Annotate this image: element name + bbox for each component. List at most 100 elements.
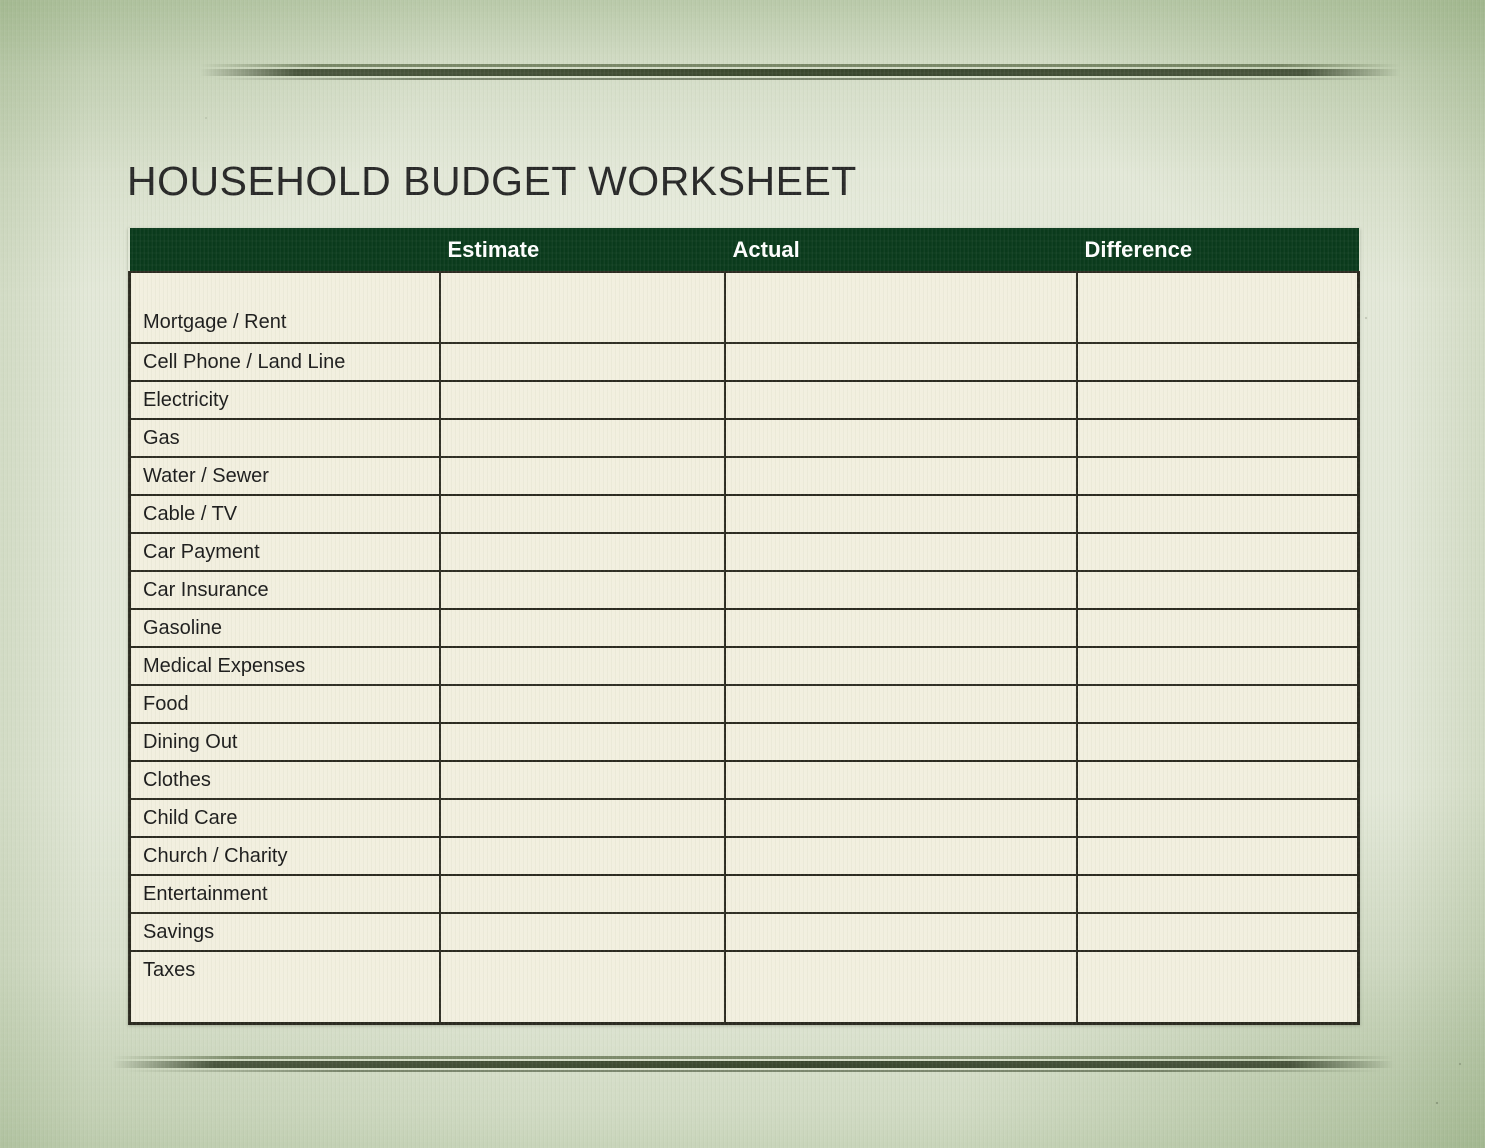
estimate-cell[interactable] — [438, 836, 726, 876]
estimate-cell[interactable] — [438, 570, 726, 610]
difference-cell[interactable] — [1075, 646, 1360, 686]
actual-cell[interactable] — [723, 570, 1078, 610]
difference-cell[interactable] — [1075, 950, 1360, 1025]
difference-cell[interactable] — [1075, 380, 1360, 420]
actual-cell[interactable] — [723, 760, 1078, 800]
table-row: Cell Phone / Land Line — [128, 342, 1360, 382]
table-row: Water / Sewer — [128, 456, 1360, 496]
estimate-cell[interactable] — [438, 342, 726, 382]
table-row: Food — [128, 684, 1360, 724]
top-divider-thin-line — [200, 64, 1400, 67]
top-divider-bottom-line — [200, 78, 1400, 80]
top-divider — [200, 64, 1400, 80]
estimate-cell[interactable] — [438, 494, 726, 534]
header-row: Estimate Actual Difference — [129, 228, 1359, 272]
actual-cell[interactable] — [723, 532, 1078, 572]
header-difference: Difference — [1076, 228, 1359, 272]
difference-cell[interactable] — [1075, 271, 1360, 344]
difference-cell[interactable] — [1075, 798, 1360, 838]
table-row: Clothes — [128, 760, 1360, 800]
expense-label: Electricity — [128, 380, 441, 420]
difference-cell[interactable] — [1075, 684, 1360, 724]
expense-label: Medical Expenses — [128, 646, 441, 686]
expense-label: Taxes — [128, 950, 441, 1025]
estimate-cell[interactable] — [438, 684, 726, 724]
estimate-cell[interactable] — [438, 418, 726, 458]
bottom-divider-bar — [112, 1061, 1394, 1068]
expense-label: Food — [128, 684, 441, 724]
header-blank-cell — [129, 228, 440, 272]
actual-cell[interactable] — [723, 684, 1078, 724]
table-row: Gasoline — [128, 608, 1360, 648]
table-row: Church / Charity — [128, 836, 1360, 876]
actual-cell[interactable] — [723, 646, 1078, 686]
estimate-cell[interactable] — [438, 874, 726, 914]
bottom-divider-thin-line — [112, 1056, 1394, 1059]
top-divider-bar — [200, 69, 1400, 76]
header-estimate: Estimate — [439, 228, 725, 272]
expense-label: Clothes — [128, 760, 441, 800]
estimate-cell[interactable] — [438, 380, 726, 420]
expense-label: Water / Sewer — [128, 456, 441, 496]
actual-cell[interactable] — [723, 494, 1078, 534]
expense-label: Gasoline — [128, 608, 441, 648]
actual-cell[interactable] — [723, 271, 1078, 344]
actual-cell[interactable] — [723, 798, 1078, 838]
estimate-cell[interactable] — [438, 912, 726, 952]
table-row: Taxes — [128, 950, 1360, 1025]
bottom-divider-bottom-line — [112, 1070, 1394, 1072]
table-row: Car Payment — [128, 532, 1360, 572]
estimate-cell[interactable] — [438, 646, 726, 686]
expense-label: Car Payment — [128, 532, 441, 572]
actual-cell[interactable] — [723, 418, 1078, 458]
actual-cell[interactable] — [723, 608, 1078, 648]
difference-cell[interactable] — [1075, 494, 1360, 534]
estimate-cell[interactable] — [438, 798, 726, 838]
budget-table: Estimate Actual Difference Mortgage / Re… — [128, 228, 1360, 1025]
page-title: HOUSEHOLD BUDGET WORKSHEET — [127, 158, 857, 204]
difference-cell[interactable] — [1075, 570, 1360, 610]
table-row: Medical Expenses — [128, 646, 1360, 686]
estimate-cell[interactable] — [438, 608, 726, 648]
estimate-cell[interactable] — [438, 456, 726, 496]
estimate-cell[interactable] — [438, 760, 726, 800]
expense-label: Savings — [128, 912, 441, 952]
expense-label: Gas — [128, 418, 441, 458]
difference-cell[interactable] — [1075, 836, 1360, 876]
table-row: Gas — [128, 418, 1360, 458]
difference-cell[interactable] — [1075, 342, 1360, 382]
estimate-cell[interactable] — [438, 722, 726, 762]
difference-cell[interactable] — [1075, 722, 1360, 762]
actual-cell[interactable] — [723, 456, 1078, 496]
difference-cell[interactable] — [1075, 418, 1360, 458]
expense-label: Car Insurance — [128, 570, 441, 610]
actual-cell[interactable] — [723, 836, 1078, 876]
actual-cell[interactable] — [723, 380, 1078, 420]
table-row: Car Insurance — [128, 570, 1360, 610]
expense-label: Church / Charity — [128, 836, 441, 876]
actual-cell[interactable] — [723, 874, 1078, 914]
estimate-cell[interactable] — [438, 532, 726, 572]
expense-label: Dining Out — [128, 722, 441, 762]
actual-cell[interactable] — [723, 950, 1078, 1025]
actual-cell[interactable] — [723, 912, 1078, 952]
expense-label: Child Care — [128, 798, 441, 838]
actual-cell[interactable] — [723, 722, 1078, 762]
difference-cell[interactable] — [1075, 874, 1360, 914]
table-row: Cable / TV — [128, 494, 1360, 534]
estimate-cell[interactable] — [438, 271, 726, 344]
difference-cell[interactable] — [1075, 532, 1360, 572]
actual-cell[interactable] — [723, 342, 1078, 382]
expense-label: Cable / TV — [128, 494, 441, 534]
expense-label: Cell Phone / Land Line — [128, 342, 441, 382]
difference-cell[interactable] — [1075, 608, 1360, 648]
difference-cell[interactable] — [1075, 760, 1360, 800]
header-actual: Actual — [724, 228, 1077, 272]
difference-cell[interactable] — [1075, 912, 1360, 952]
estimate-cell[interactable] — [438, 950, 726, 1025]
table-row: Dining Out — [128, 722, 1360, 762]
table-row: Entertainment — [128, 874, 1360, 914]
table-row: Savings — [128, 912, 1360, 952]
difference-cell[interactable] — [1075, 456, 1360, 496]
expense-label: Entertainment — [128, 874, 441, 914]
